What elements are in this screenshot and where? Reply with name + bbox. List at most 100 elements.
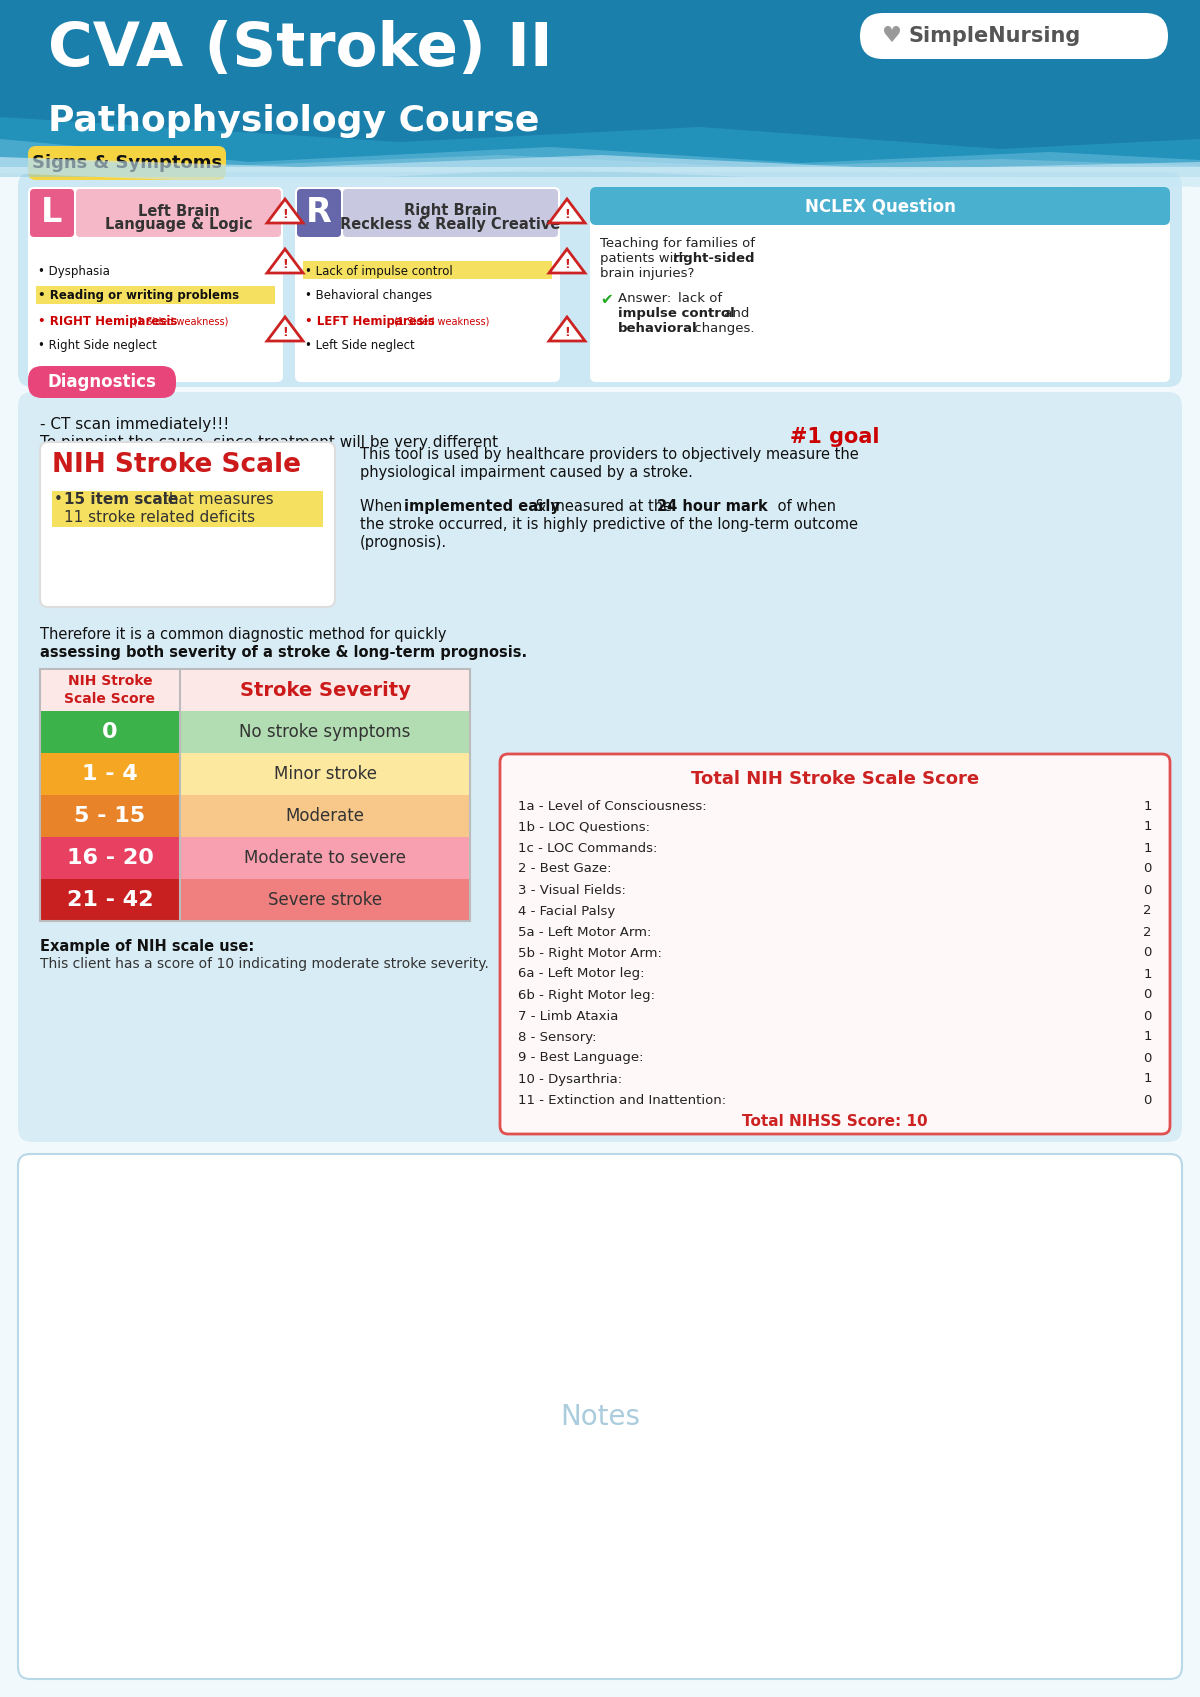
Text: !: ! (564, 207, 570, 221)
FancyBboxPatch shape (500, 753, 1170, 1134)
Text: Severe stroke: Severe stroke (268, 891, 382, 910)
Text: 1a - Level of Consciousness:: 1a - Level of Consciousness: (518, 799, 707, 813)
Text: impulse control: impulse control (618, 307, 734, 321)
Bar (180, 879, 470, 921)
Text: Diagnostics: Diagnostics (48, 373, 156, 390)
Text: Language & Logic: Language & Logic (104, 217, 252, 232)
Text: 11 stroke related deficits: 11 stroke related deficits (64, 511, 256, 526)
Text: (1 Sided weakness): (1 Sided weakness) (131, 316, 229, 326)
Text: ✔: ✔ (600, 292, 613, 307)
FancyBboxPatch shape (590, 187, 1170, 382)
Text: & measured at the: & measured at the (530, 499, 677, 514)
FancyBboxPatch shape (28, 187, 283, 382)
Text: 1b - LOC Questions:: 1b - LOC Questions: (518, 821, 650, 833)
Text: Notes: Notes (560, 1403, 640, 1431)
Text: Reckless & Really Creative: Reckless & Really Creative (341, 217, 560, 232)
Text: and: and (720, 307, 749, 321)
Text: 1: 1 (1144, 1030, 1152, 1044)
Text: • RIGHT Hemiparesis: • RIGHT Hemiparesis (38, 314, 178, 328)
Text: • Right Side neglect: • Right Side neglect (38, 339, 157, 353)
Text: the stroke occurred, it is highly predictive of the long-term outcome: the stroke occurred, it is highly predic… (360, 518, 858, 531)
Text: 7 - Limb Ataxia: 7 - Limb Ataxia (518, 1010, 618, 1023)
FancyBboxPatch shape (28, 367, 176, 399)
Text: !: ! (282, 258, 288, 270)
Text: brain injuries?: brain injuries? (600, 266, 695, 280)
FancyBboxPatch shape (18, 171, 1182, 387)
FancyBboxPatch shape (28, 146, 226, 180)
Bar (180, 794, 470, 837)
Bar (36, 287, 275, 304)
Text: implemented early: implemented early (404, 499, 560, 514)
Bar (180, 669, 470, 711)
Bar (52, 509, 323, 528)
Text: Left Brain: Left Brain (138, 204, 220, 219)
Polygon shape (0, 154, 1200, 187)
Polygon shape (0, 139, 1200, 166)
Text: R: R (306, 197, 332, 229)
Text: • Behavioral changes: • Behavioral changes (305, 290, 432, 302)
Text: This client has a score of 10 indicating moderate stroke severity.: This client has a score of 10 indicating… (40, 957, 488, 971)
Text: NCLEX Question: NCLEX Question (804, 197, 955, 216)
Text: 2 - Best Gaze:: 2 - Best Gaze: (518, 862, 612, 876)
Text: Stroke Severity: Stroke Severity (240, 680, 410, 699)
Text: When: When (360, 499, 407, 514)
Polygon shape (550, 199, 586, 222)
Text: CVA (Stroke) II: CVA (Stroke) II (48, 19, 553, 78)
Text: 1: 1 (1144, 967, 1152, 981)
FancyBboxPatch shape (18, 392, 1182, 1142)
Text: (prognosis).: (prognosis). (360, 535, 448, 550)
Text: 1: 1 (1144, 799, 1152, 813)
Text: 1: 1 (1144, 821, 1152, 833)
Polygon shape (266, 317, 302, 341)
Text: 21 - 42: 21 - 42 (67, 889, 154, 910)
Bar (40, 753, 180, 794)
Text: Minor stroke: Minor stroke (274, 765, 377, 782)
Text: ♥: ♥ (882, 25, 902, 46)
Text: 0: 0 (1144, 884, 1152, 896)
Text: 15 item scale: 15 item scale (64, 492, 179, 507)
Polygon shape (0, 117, 1200, 166)
Text: 1 - 4: 1 - 4 (82, 764, 138, 784)
Text: 24 hour mark: 24 hour mark (658, 499, 768, 514)
Text: 5a - Left Motor Arm:: 5a - Left Motor Arm: (518, 925, 652, 938)
Text: patients with: patients with (600, 251, 691, 265)
Text: Signs & Symptoms: Signs & Symptoms (32, 154, 222, 171)
Text: To pinpoint the cause, since treatment will be very different: To pinpoint the cause, since treatment w… (40, 434, 498, 450)
FancyBboxPatch shape (590, 187, 1170, 226)
Text: NIH Stroke Scale: NIH Stroke Scale (52, 451, 301, 479)
Text: 3 - Visual Fields:: 3 - Visual Fields: (518, 884, 626, 896)
Polygon shape (266, 249, 302, 273)
Text: #1 goal: #1 goal (790, 428, 880, 446)
Text: (1 Sided weakness): (1 Sided weakness) (391, 316, 488, 326)
Text: lack of: lack of (678, 292, 722, 305)
Text: Moderate: Moderate (286, 808, 365, 825)
FancyBboxPatch shape (40, 441, 335, 608)
Text: 0: 0 (1144, 947, 1152, 959)
Text: Total NIHSS Score: 10: Total NIHSS Score: 10 (742, 1113, 928, 1129)
Text: 2: 2 (1144, 925, 1152, 938)
Text: 0: 0 (1144, 1052, 1152, 1064)
Text: • LEFT Hemiparesis: • LEFT Hemiparesis (305, 314, 434, 328)
Text: 5 - 15: 5 - 15 (74, 806, 145, 826)
Text: Right Brain: Right Brain (404, 204, 497, 219)
Text: 9 - Best Language:: 9 - Best Language: (518, 1052, 643, 1064)
Text: 1: 1 (1144, 842, 1152, 855)
Text: Example of NIH scale use:: Example of NIH scale use: (40, 938, 254, 954)
Bar (40, 794, 180, 837)
Polygon shape (550, 317, 586, 341)
Text: • Reading or writing problems: • Reading or writing problems (38, 290, 239, 302)
Text: This tool is used by healthcare providers to objectively measure the: This tool is used by healthcare provider… (360, 446, 859, 462)
Bar (180, 837, 470, 879)
Text: assessing both severity of a stroke & long-term prognosis.: assessing both severity of a stroke & lo… (40, 645, 527, 660)
Text: of when: of when (773, 499, 836, 514)
Text: No stroke symptoms: No stroke symptoms (239, 723, 410, 742)
Text: 8 - Sensory:: 8 - Sensory: (518, 1030, 596, 1044)
Text: • Dysphasia: • Dysphasia (38, 265, 110, 278)
Text: changes.: changes. (690, 322, 755, 334)
FancyBboxPatch shape (860, 14, 1168, 59)
Text: Therefore it is a common diagnostic method for quickly: Therefore it is a common diagnostic meth… (40, 626, 446, 641)
Text: behavioral: behavioral (618, 322, 697, 334)
Text: •: • (54, 492, 67, 507)
FancyBboxPatch shape (298, 188, 341, 238)
FancyBboxPatch shape (30, 188, 74, 238)
